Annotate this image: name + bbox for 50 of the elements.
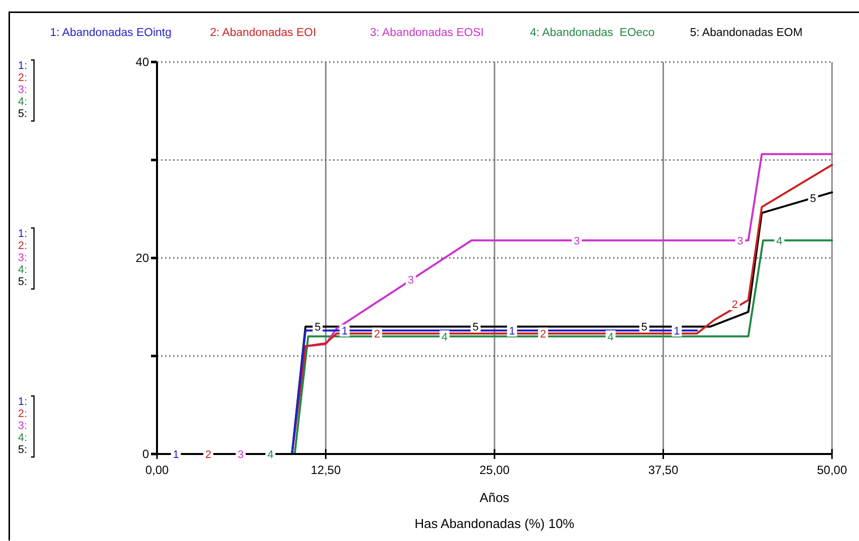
x-tick-label: 37,50 [648,463,679,477]
annotation: 5 [810,193,816,206]
text: 5: [18,276,28,288]
text: 1: [18,396,28,408]
text: 1: [18,60,28,72]
annotation: 4 [776,235,782,248]
text: 3: [18,420,28,432]
text: 5: Abandonadas EOM [690,27,803,39]
x-axis-title: Años [480,490,510,505]
text: Has Abandonadas (%) 10% [414,516,575,531]
text: 2: Abandonadas EOI [210,27,316,39]
annotation: 2 [540,328,546,340]
annotation: 5 [472,322,479,334]
annotation: 3 [408,274,414,287]
text: 5: [18,108,28,120]
text: 4: [18,96,28,108]
x-tick-label: 0,00 [145,463,169,477]
annotation: 2 [205,449,212,461]
x-tick-label: 25,00 [479,463,510,477]
text: 1: Abandonadas EOintg [50,27,172,39]
y-tick-label: 0 [142,447,150,461]
annotation: 2 [732,299,738,312]
text: 3: [18,84,28,96]
annotation: 4 [441,331,448,344]
y-tick-label: 40 [136,55,150,69]
text: 2: [18,72,28,84]
annotation: 2 [374,328,380,340]
annotation: 3 [574,235,580,248]
y-tick-label: 20 [136,251,150,265]
text: 4: Abandonadas EOeco [530,27,655,39]
text: 4: [18,432,28,444]
annotation: 1 [508,326,516,338]
text: 5: [18,444,28,456]
text: 3: [18,252,28,264]
x-tick-label: 50,00 [816,463,848,477]
annotation: 1 [342,326,348,338]
text: 3: Abandonadas EOSI [370,27,484,39]
annotation: 1 [674,326,680,338]
annotation: 5 [641,322,648,334]
annotation: 4 [608,331,614,344]
x-tick-label: 12,50 [310,463,342,477]
text: 2: [18,408,28,420]
text: 1: [18,228,28,240]
annotation: 3 [238,449,244,461]
annotation: 4 [267,449,274,461]
annotation: 1 [172,449,179,461]
text: 4: [18,264,28,276]
text: 2: [18,240,28,252]
annotation: 5 [314,322,321,334]
annotation: 3 [737,235,744,248]
